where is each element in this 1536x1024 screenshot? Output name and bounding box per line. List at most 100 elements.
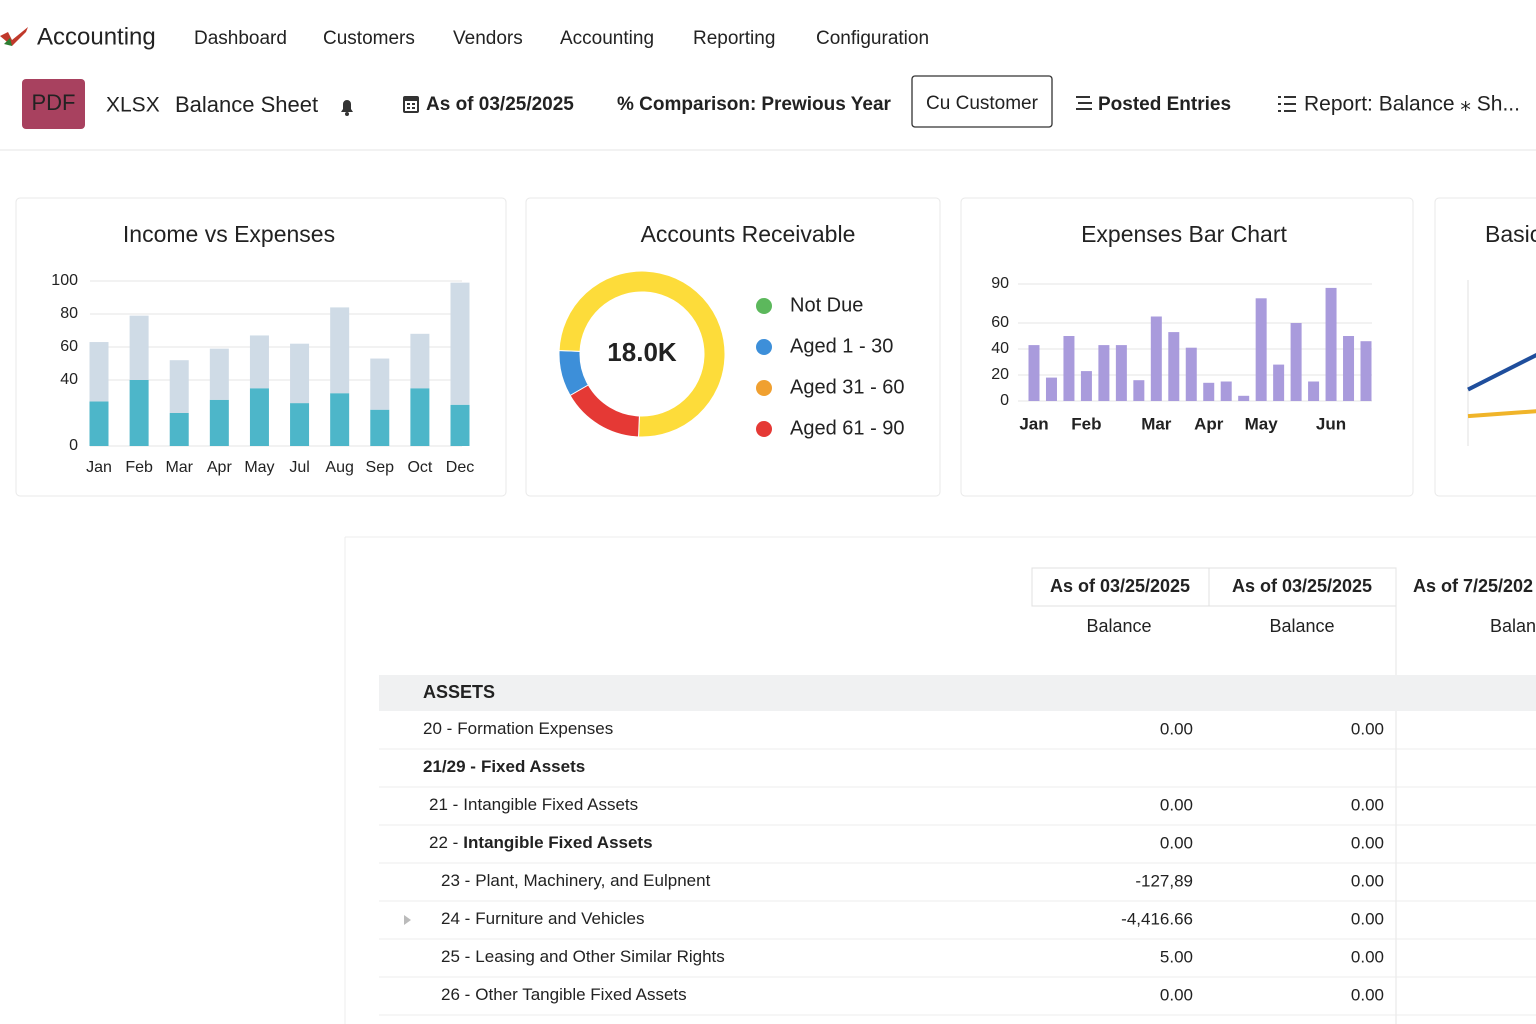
bar [1238, 395, 1250, 401]
comparison-label: % Comparison: [617, 94, 756, 115]
row-label: 25 - Leasing and Other Similar Rights [441, 947, 725, 966]
section-title: ASSETS [423, 682, 495, 702]
calendar-icon [403, 96, 419, 113]
bar [1168, 332, 1180, 401]
row-value: 0.00 [1351, 909, 1384, 928]
row-value: 0.00 [1351, 871, 1384, 890]
bar-segment [89, 342, 109, 402]
y-tick-label: 0 [1000, 392, 1009, 409]
row-code: 23 - [441, 871, 470, 890]
row-name: Other Tangible Fixed Assets [475, 985, 686, 1004]
chart-card [1434, 197, 1536, 497]
bar-segment [370, 358, 390, 410]
row-label: 21/29 - Fixed Assets [423, 757, 585, 776]
customer-button[interactable] [911, 75, 1053, 128]
row-label: 20 - Formation Expenses [423, 719, 613, 738]
legend-dot [756, 421, 772, 437]
x-tick-label: Oct [407, 459, 432, 476]
y-tick-label: 80 [60, 305, 78, 322]
column-date: As of 7/25/202 [1413, 576, 1533, 596]
row-name: Intangible Fixed Assets [463, 833, 652, 852]
legend-dot [756, 339, 772, 355]
column-label: Balance [1269, 616, 1334, 636]
y-tick-label: 90 [991, 275, 1009, 292]
row-value: 0.00 [1351, 719, 1384, 738]
x-tick-label: Aug [325, 459, 353, 476]
row-value: 0.00 [1160, 719, 1193, 738]
legend-label: Aged 1 - 30 [790, 335, 893, 357]
nav-item[interactable]: Customers [323, 28, 415, 49]
report-icon [1278, 96, 1296, 112]
nav-item[interactable]: Dashboard [194, 28, 287, 49]
column-date: As of 03/25/2025 [1232, 576, 1372, 596]
table-panel [344, 536, 1536, 1024]
bar-segment [209, 399, 229, 446]
row-name: Plant, Machinery, and Eulpnent [475, 871, 710, 890]
comparison-filter[interactable]: % Comparison: Prewious Year [617, 94, 892, 115]
expand-caret[interactable] [404, 915, 411, 925]
bar [1343, 336, 1355, 401]
report-title: Balance Sheet [175, 92, 318, 117]
bell-icon[interactable] [341, 100, 353, 116]
donut-slice [569, 384, 640, 438]
bar [1045, 377, 1057, 401]
report-filter[interactable]: Report: Balance ⁎ Sh... [1304, 93, 1520, 116]
row-code: 20 - [423, 719, 452, 738]
x-tick-label: Sep [366, 459, 395, 476]
row-name: Furniture and Vehicles [475, 909, 644, 928]
date-filter[interactable]: As of 03/25/2025 [426, 94, 574, 115]
row-value: 0.00 [1351, 833, 1384, 852]
row-code: 24 - [441, 909, 470, 928]
bar [1290, 323, 1302, 401]
row-value: 0.00 [1160, 795, 1193, 814]
legend-dot [756, 298, 772, 314]
bar [1220, 381, 1232, 401]
nav-item[interactable]: Accounting [560, 28, 654, 49]
bar-segment [330, 307, 350, 394]
pdf-label[interactable]: PDF [32, 90, 76, 115]
posted-filter[interactable]: Posted Entries [1098, 94, 1231, 115]
row-label: 22 - Intangible Fixed Assets [429, 833, 653, 852]
legend-dot [756, 380, 772, 396]
bar [1360, 341, 1372, 401]
row-name: Fixed Assets [481, 757, 585, 776]
bar [1098, 345, 1110, 401]
row-value: 0.00 [1351, 985, 1384, 1004]
bar-segment [169, 360, 189, 413]
chart-title: Accounts Receivable [641, 221, 856, 247]
bar [1063, 336, 1075, 401]
row-code: 21 - [429, 795, 458, 814]
bar [1150, 316, 1162, 401]
nav-item[interactable]: Configuration [816, 28, 929, 49]
y-tick-label: 20 [991, 366, 1009, 383]
app-name: Accounting [37, 23, 156, 50]
row-label: 21 - Intangible Fixed Assets [429, 795, 638, 814]
y-tick-label: 60 [60, 338, 78, 355]
nav-item[interactable]: Vendors [453, 28, 523, 49]
row-value: -127,89 [1135, 871, 1193, 890]
row-name: Formation Expenses [457, 719, 613, 738]
row-code: 22 - [429, 833, 458, 852]
row-name: Leasing and Other Similar Rights [475, 947, 724, 966]
nav-item[interactable]: Reporting [693, 28, 775, 49]
pdf-button[interactable] [22, 79, 85, 129]
xlsx-button[interactable]: XLSX [106, 94, 160, 117]
bar-segment [410, 388, 430, 446]
x-tick-label: Jun [1316, 414, 1346, 433]
bar [1255, 298, 1267, 401]
bar-segment [410, 333, 430, 389]
y-tick-label: 60 [991, 314, 1009, 331]
bar [1325, 287, 1337, 401]
customer-filter[interactable]: Cu Customer [926, 93, 1039, 114]
row-label: 23 - Plant, Machinery, and Eulpnent [441, 871, 711, 890]
row-code: 26 - [441, 985, 470, 1004]
bar-segment [129, 315, 149, 380]
bar [1308, 381, 1320, 401]
line-series [1467, 409, 1536, 419]
x-tick-label: Apr [207, 459, 233, 476]
legend-label: Aged 31 - 60 [790, 376, 905, 398]
row-value: 0.00 [1351, 795, 1384, 814]
bar [1080, 371, 1092, 401]
donut-slice [558, 270, 726, 438]
